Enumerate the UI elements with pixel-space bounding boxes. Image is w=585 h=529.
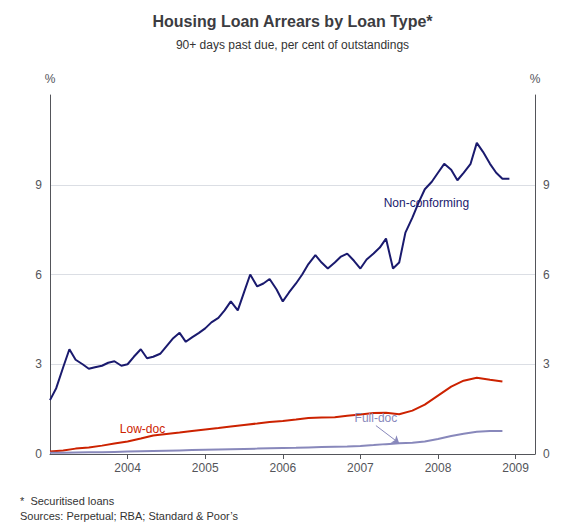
svg-text:2008: 2008: [425, 461, 452, 475]
svg-text:Housing Loan Arrears by Loan T: Housing Loan Arrears by Loan Type*: [152, 13, 433, 30]
svg-text:* Securitised loans: * Securitised loans: [20, 495, 115, 507]
svg-text:0: 0: [543, 447, 550, 461]
svg-text:3: 3: [543, 357, 550, 371]
svg-text:3: 3: [35, 357, 42, 371]
svg-text:Low-doc: Low-doc: [120, 422, 165, 436]
svg-text:2006: 2006: [269, 461, 296, 475]
svg-text:0: 0: [35, 447, 42, 461]
svg-text:Non-conforming: Non-conforming: [384, 196, 469, 210]
svg-text:%: %: [45, 72, 56, 86]
svg-text:6: 6: [35, 268, 42, 282]
svg-text:Sources: Perpetual; RBA; Stand: Sources: Perpetual; RBA; Standard & Poor…: [20, 510, 238, 522]
svg-text:Full-doc: Full-doc: [355, 411, 398, 425]
svg-text:2004: 2004: [114, 461, 141, 475]
svg-text:2005: 2005: [192, 461, 219, 475]
svg-text:9: 9: [35, 178, 42, 192]
svg-text:%: %: [530, 72, 541, 86]
svg-text:6: 6: [543, 268, 550, 282]
svg-text:2007: 2007: [347, 461, 374, 475]
svg-text:2009: 2009: [502, 461, 529, 475]
svg-text:9: 9: [543, 178, 550, 192]
svg-text:90+ days past due, per cent of: 90+ days past due, per cent of outstandi…: [176, 38, 409, 52]
